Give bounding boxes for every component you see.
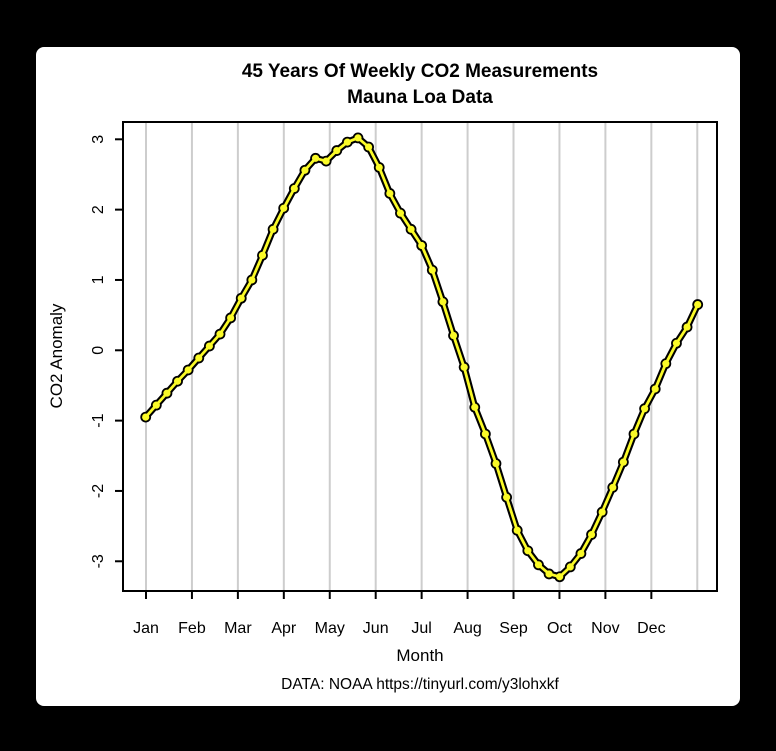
x-tick-label: Jun bbox=[363, 620, 389, 637]
data-point bbox=[418, 241, 426, 250]
plot-panel bbox=[36, 47, 740, 706]
chart-subtitle: Mauna Loa Data bbox=[347, 87, 493, 108]
y-tick-label: 3 bbox=[90, 135, 107, 144]
data-point bbox=[386, 189, 394, 198]
y-axis-label: CO2 Anomaly bbox=[47, 303, 66, 409]
data-point bbox=[365, 143, 373, 151]
data-point bbox=[460, 363, 468, 371]
data-point bbox=[683, 323, 691, 331]
data-point bbox=[237, 294, 245, 302]
data-point bbox=[290, 184, 298, 193]
data-point bbox=[651, 385, 659, 393]
x-tick-label: Jul bbox=[411, 620, 431, 637]
x-tick-label: May bbox=[315, 620, 345, 637]
data-point bbox=[343, 138, 351, 146]
data-point bbox=[556, 573, 564, 581]
data-point bbox=[354, 134, 362, 142]
data-point bbox=[598, 508, 606, 516]
data-point bbox=[205, 342, 213, 350]
data-point bbox=[311, 154, 320, 162]
data-point bbox=[407, 225, 415, 233]
data-point bbox=[630, 430, 638, 438]
data-point bbox=[227, 314, 235, 322]
data-point bbox=[173, 377, 182, 385]
data-point bbox=[513, 526, 521, 534]
x-tick-label: Jan bbox=[133, 620, 159, 637]
plot-box bbox=[122, 121, 718, 592]
data-point bbox=[396, 209, 405, 217]
data-point bbox=[184, 366, 192, 374]
x-tick-label: Dec bbox=[637, 620, 665, 637]
data-point bbox=[662, 360, 670, 368]
data-point bbox=[587, 530, 596, 539]
data-point bbox=[375, 163, 383, 172]
data-point bbox=[322, 157, 330, 165]
x-tick-label: Nov bbox=[591, 620, 619, 637]
y-tick-label: -2 bbox=[90, 484, 107, 498]
chart-title-block: 45 Years Of Weekly CO2 Measurements Maun… bbox=[123, 59, 717, 111]
data-point bbox=[503, 493, 511, 501]
y-tick-label: -3 bbox=[90, 554, 107, 568]
data-point bbox=[534, 561, 543, 569]
x-tick-label: Sep bbox=[499, 620, 528, 637]
y-tick-label: -1 bbox=[90, 413, 107, 427]
data-point bbox=[545, 570, 553, 578]
data-point bbox=[609, 483, 617, 492]
y-tick-label: 1 bbox=[90, 275, 107, 284]
data-point bbox=[216, 330, 224, 338]
data-point bbox=[142, 413, 150, 421]
data-point bbox=[577, 549, 585, 558]
data-point bbox=[258, 251, 267, 259]
data-point bbox=[195, 354, 203, 362]
x-tick-label: Aug bbox=[453, 620, 481, 637]
data-point bbox=[492, 459, 500, 468]
data-point bbox=[449, 331, 458, 340]
y-tick-label: 2 bbox=[90, 205, 107, 214]
data-point bbox=[428, 266, 436, 274]
data-point bbox=[471, 403, 479, 411]
chart-title: 45 Years Of Weekly CO2 Measurements bbox=[241, 61, 599, 82]
data-source-caption: DATA: NOAA https://tinyurl.com/y3lohxkf bbox=[281, 676, 559, 693]
data-point bbox=[301, 166, 309, 174]
data-point bbox=[152, 401, 160, 409]
data-point bbox=[672, 339, 681, 347]
x-tick-label: Oct bbox=[547, 620, 572, 637]
x-tick-label: Feb bbox=[178, 620, 206, 637]
data-point bbox=[481, 430, 489, 438]
y-tick-label: 0 bbox=[90, 346, 107, 355]
data-point bbox=[269, 225, 277, 233]
data-point bbox=[524, 547, 532, 555]
x-tick-label: Apr bbox=[271, 620, 297, 637]
data-point bbox=[694, 300, 702, 309]
data-point bbox=[566, 563, 574, 571]
data-point bbox=[163, 389, 171, 397]
data-point bbox=[619, 458, 627, 466]
data-point bbox=[333, 146, 341, 155]
x-axis-label: Month bbox=[396, 646, 444, 665]
x-tick-label: Mar bbox=[224, 620, 252, 637]
data-point bbox=[280, 204, 288, 212]
data-point bbox=[439, 298, 447, 306]
data-point bbox=[248, 276, 256, 284]
data-point bbox=[641, 405, 649, 413]
